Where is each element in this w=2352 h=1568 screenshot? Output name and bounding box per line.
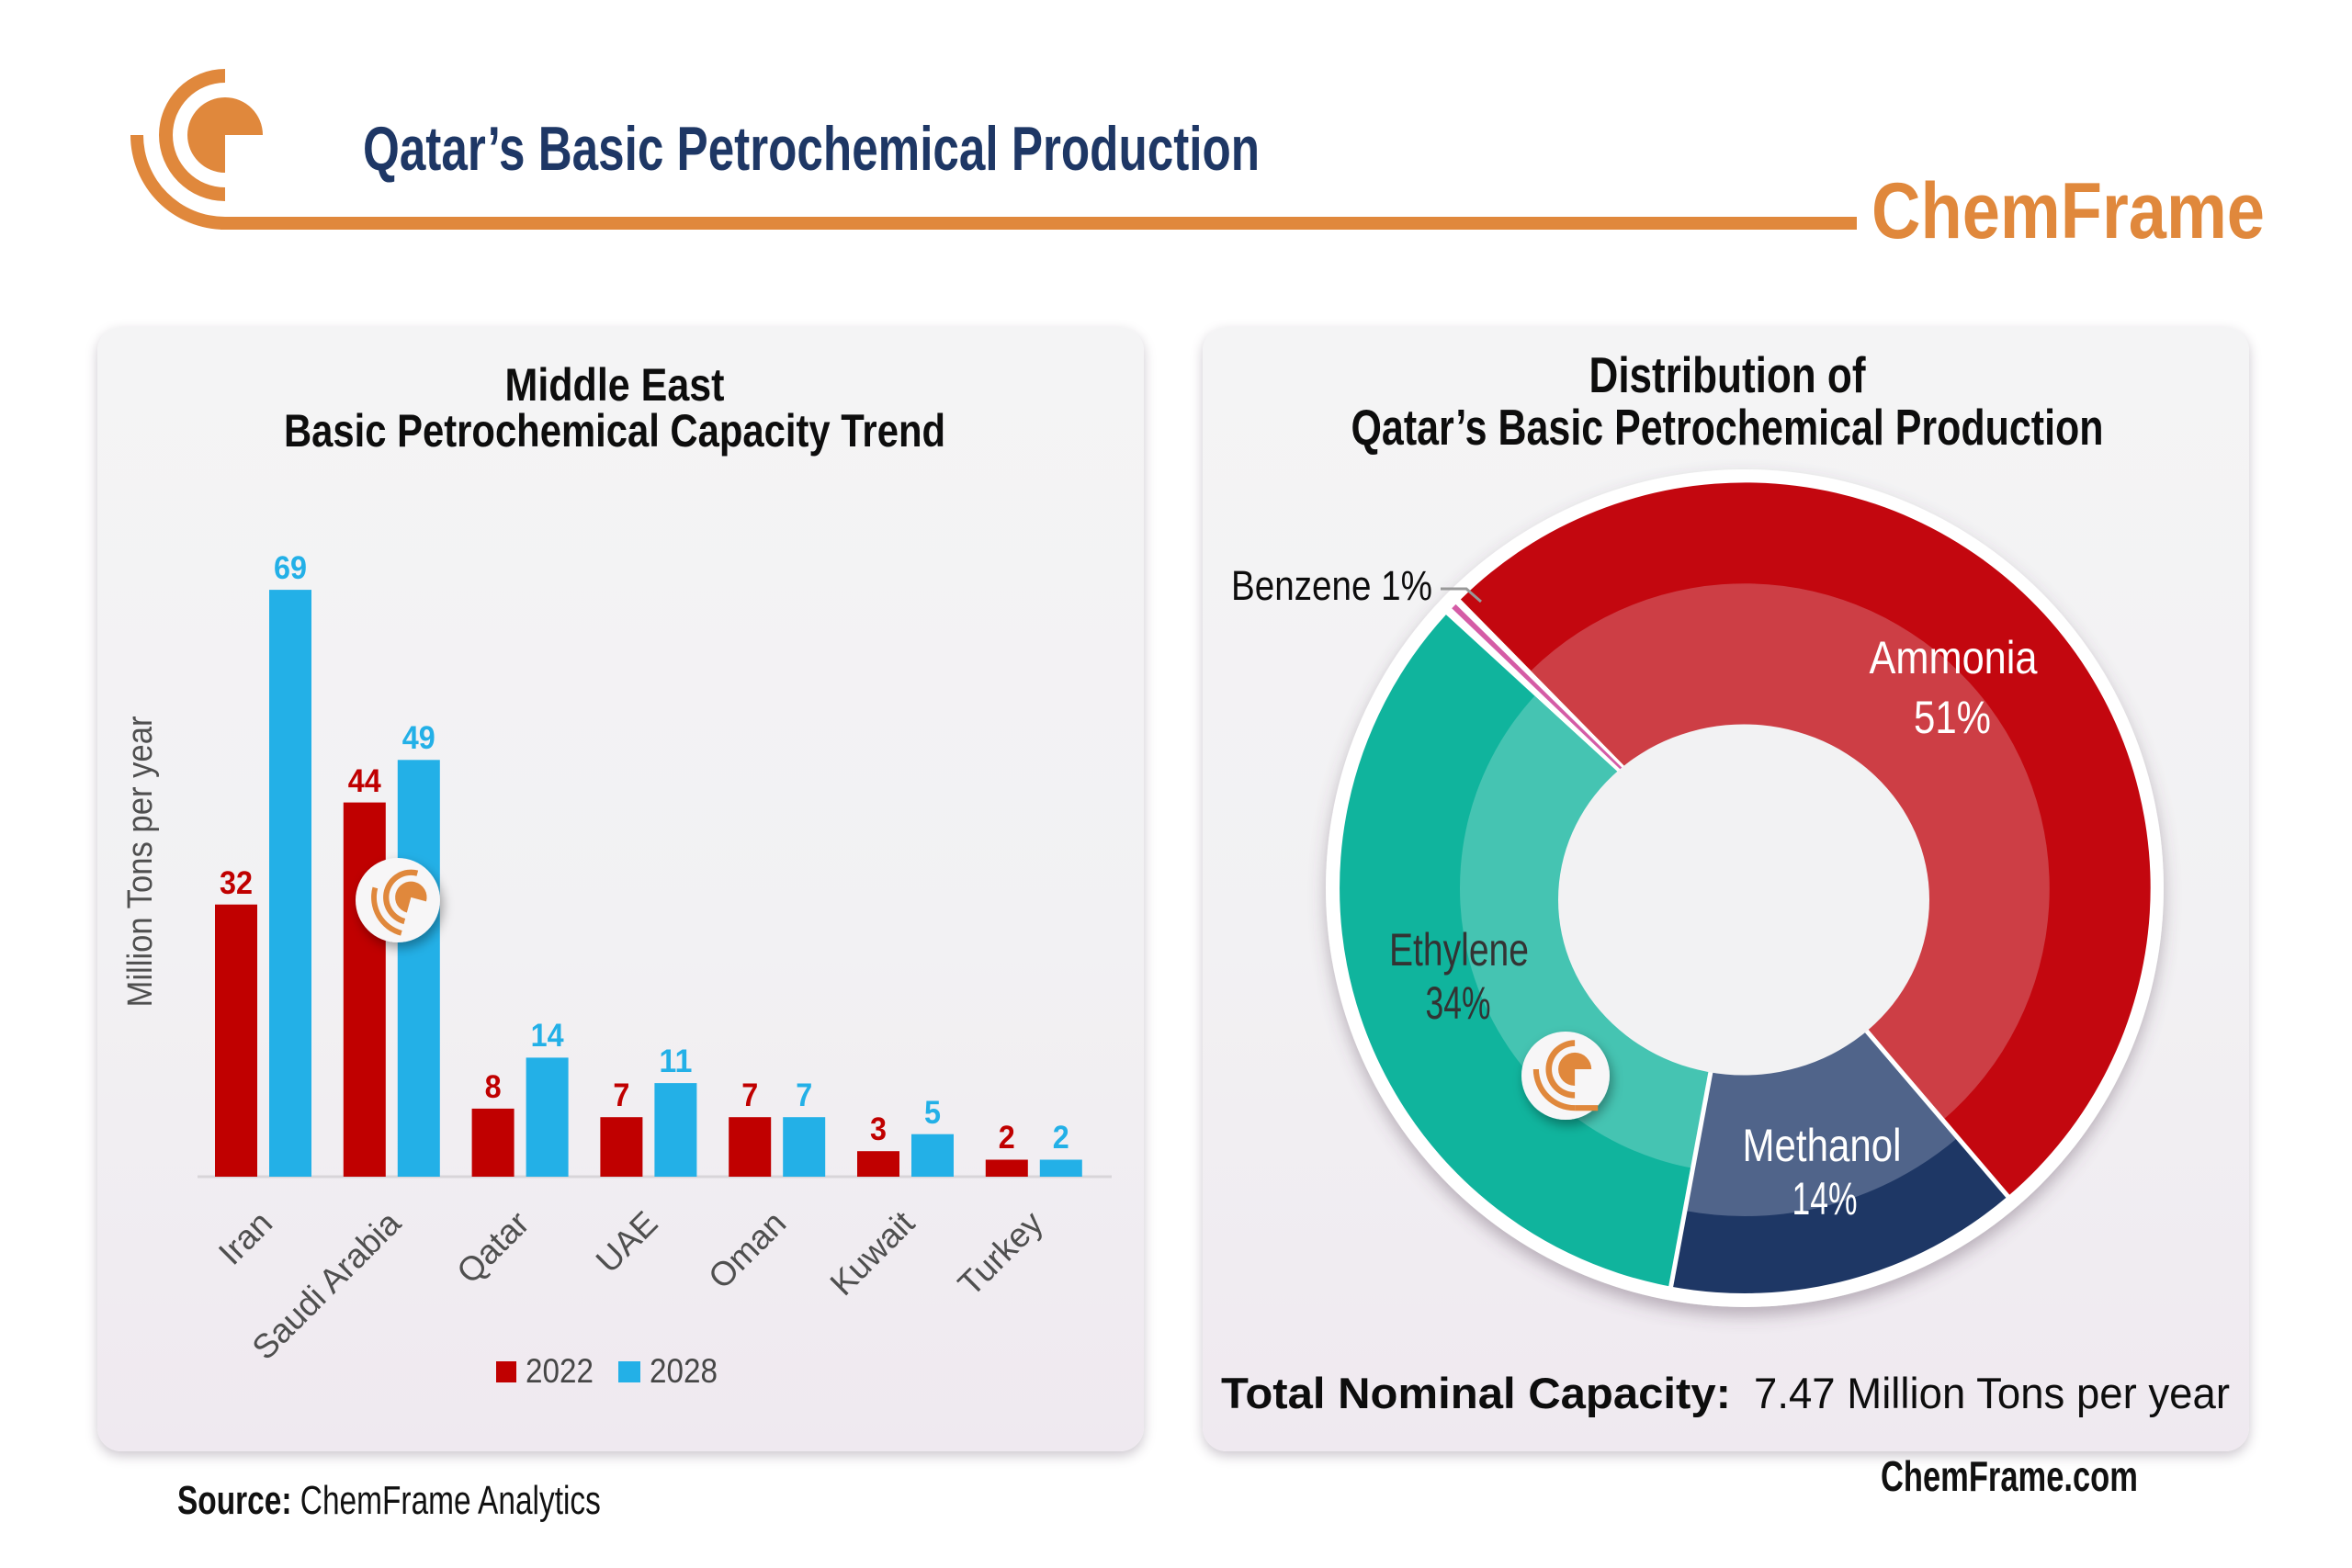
svg-text:Iran: Iran — [211, 1204, 279, 1272]
svg-text:Turkey: Turkey — [951, 1203, 1050, 1303]
svg-text:32: 32 — [220, 865, 253, 901]
svg-text:Oman: Oman — [701, 1204, 793, 1296]
svg-text:11: 11 — [659, 1043, 692, 1079]
svg-text:49: 49 — [402, 720, 435, 756]
svg-text:Ethylene: Ethylene — [1389, 924, 1529, 976]
svg-text:Qatar’s Basic Petrochemical Pr: Qatar’s Basic Petrochemical Production — [1351, 399, 2104, 456]
svg-text:2028: 2028 — [650, 1352, 718, 1390]
svg-text:Qatar: Qatar — [449, 1204, 536, 1291]
svg-text:5: 5 — [924, 1095, 941, 1131]
svg-text:3: 3 — [870, 1111, 887, 1147]
svg-text:Benzene 1%: Benzene 1% — [1231, 562, 1432, 609]
svg-text:7: 7 — [741, 1077, 758, 1113]
svg-text:69: 69 — [274, 550, 307, 586]
svg-text:7: 7 — [613, 1077, 629, 1113]
svg-text:7: 7 — [796, 1077, 812, 1113]
svg-text:14: 14 — [531, 1018, 564, 1054]
svg-text:44: 44 — [348, 763, 381, 799]
svg-text:Distribution of: Distribution of — [1589, 346, 1867, 403]
svg-text:8: 8 — [485, 1069, 502, 1105]
svg-text:2022: 2022 — [526, 1352, 594, 1390]
svg-text:51%: 51% — [1914, 692, 1991, 743]
svg-text:Basic Petrochemical Capacity T: Basic Petrochemical Capacity Trend — [284, 405, 945, 457]
svg-text:Ammonia: Ammonia — [1870, 632, 2038, 683]
svg-text:Middle East: Middle East — [505, 359, 725, 411]
svg-text:14%: 14% — [1792, 1173, 1858, 1224]
svg-text:2: 2 — [1053, 1120, 1069, 1156]
svg-text:Methanol: Methanol — [1743, 1120, 1902, 1171]
svg-text:UAE: UAE — [589, 1204, 665, 1280]
svg-text:Kuwait: Kuwait — [823, 1203, 922, 1303]
svg-text:34%: 34% — [1426, 977, 1491, 1029]
svg-text:7.47 Million Tons per year: 7.47 Million Tons per year — [1754, 1369, 2230, 1417]
svg-text:Million Tons per year: Million Tons per year — [121, 716, 160, 1007]
svg-text:Total Nominal Capacity:: Total Nominal Capacity: — [1221, 1369, 1731, 1417]
svg-text:2: 2 — [999, 1120, 1015, 1156]
